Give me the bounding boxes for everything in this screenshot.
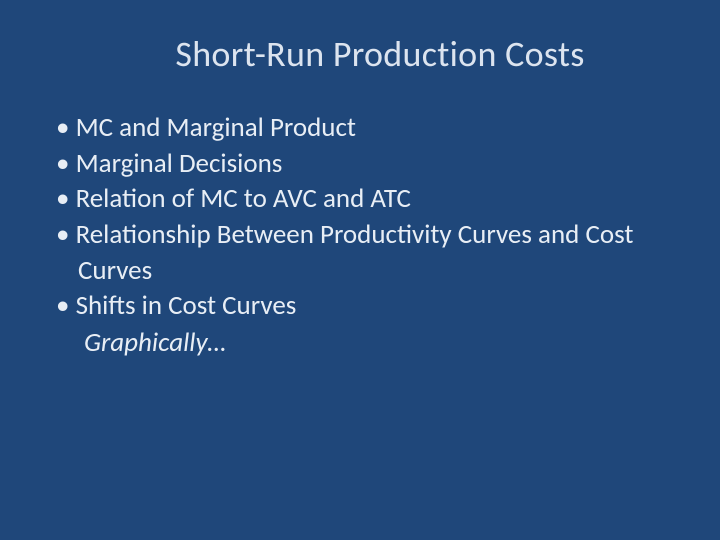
bullet-item: Relationship Between Productivity Curves… <box>56 217 672 288</box>
slide-title: Short-Run Production Costs <box>88 32 672 76</box>
sub-note: Graphically… <box>48 326 672 359</box>
bullet-item: Relation of MC to AVC and ATC <box>56 181 672 217</box>
bullet-item: Marginal Decisions <box>56 146 672 182</box>
bullet-item: MC and Marginal Product <box>56 110 672 146</box>
slide: Short-Run Production Costs MC and Margin… <box>0 0 720 540</box>
bullet-list: MC and Marginal Product Marginal Decisio… <box>48 110 672 324</box>
bullet-item: Shifts in Cost Curves <box>56 288 672 324</box>
